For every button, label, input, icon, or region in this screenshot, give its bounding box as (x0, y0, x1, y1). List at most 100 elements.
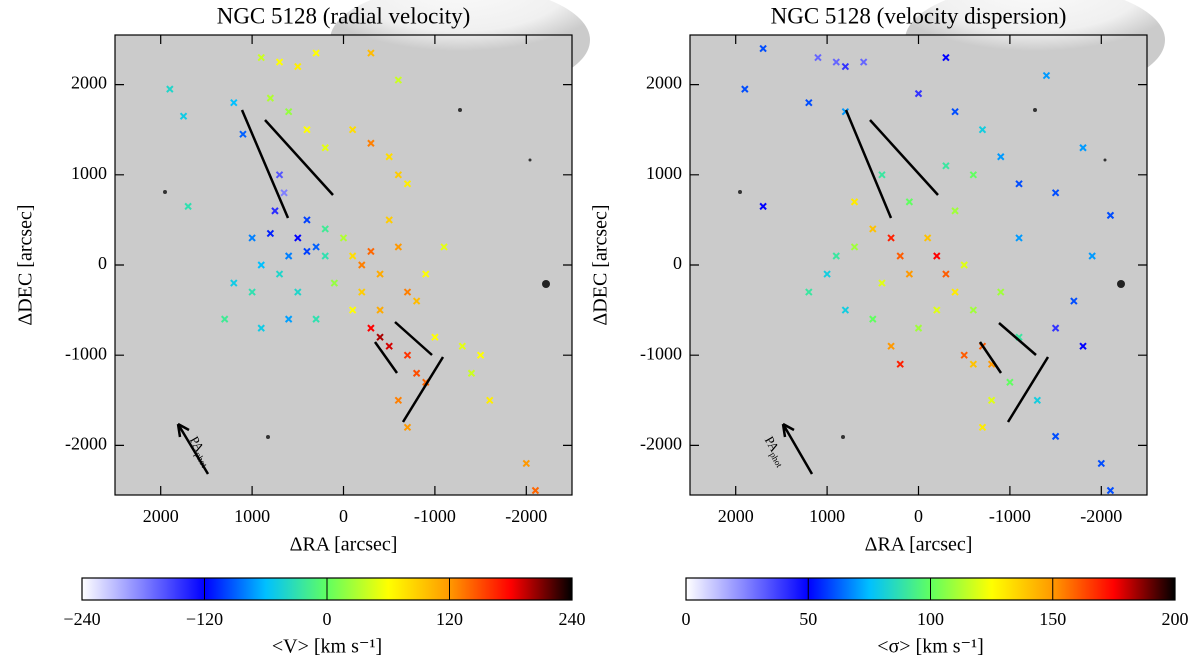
point (403, 180, 412, 188)
point-cross (476, 351, 485, 359)
point-cross (960, 261, 968, 269)
point (933, 306, 941, 314)
point-cross (358, 261, 366, 269)
point (230, 98, 238, 107)
point-cross (887, 342, 895, 350)
point-cross (179, 112, 188, 120)
point-cross (403, 288, 412, 296)
point (257, 261, 265, 269)
point-cross (394, 243, 403, 251)
point (969, 360, 978, 368)
point (284, 252, 293, 260)
point-cross (367, 139, 375, 147)
point-cross (759, 44, 767, 53)
point (394, 171, 403, 179)
colorbar-label: <V> [km s⁻¹] (272, 636, 382, 658)
point-cross (230, 279, 238, 287)
point-cross (1015, 180, 1023, 188)
point-cross (312, 49, 320, 57)
point (239, 130, 247, 138)
point-cross (933, 252, 941, 260)
point (330, 279, 339, 287)
y-tick-label: -1000 (640, 343, 682, 363)
point (339, 234, 348, 242)
point (951, 107, 959, 116)
point (431, 333, 439, 341)
point (1033, 396, 1042, 405)
point-cross (859, 58, 868, 66)
point-cross (942, 270, 950, 278)
point (184, 202, 192, 211)
point-cross (1079, 342, 1087, 350)
point (896, 252, 904, 260)
point (303, 216, 311, 224)
point (1106, 211, 1115, 220)
point (257, 53, 265, 62)
point-cross (266, 94, 275, 102)
point-cross (951, 107, 959, 116)
point-cross (969, 306, 978, 314)
point-cross (1051, 324, 1060, 332)
point (230, 279, 238, 287)
point-cross (376, 270, 384, 278)
point-cross (394, 396, 403, 405)
point (969, 171, 978, 179)
point (348, 306, 357, 314)
point-cross (321, 144, 329, 152)
point (841, 62, 850, 71)
point-cross (1097, 459, 1106, 468)
point (933, 252, 941, 260)
pa-text: PA (187, 433, 208, 454)
point-cross (1042, 71, 1051, 80)
point (1015, 180, 1023, 188)
point-cross (832, 252, 840, 260)
point-cross (823, 270, 831, 278)
point (179, 112, 188, 120)
y-tick-label: 1000 (71, 163, 107, 183)
point (951, 288, 959, 296)
point-cross (312, 243, 320, 251)
y-tick-label: -2000 (65, 434, 107, 454)
x-tick-label: 0 (339, 506, 348, 526)
point-cross (294, 62, 302, 71)
sky-left (115, 0, 590, 495)
point-cross (951, 288, 959, 296)
point (476, 351, 485, 359)
point (942, 162, 950, 170)
point (1051, 432, 1060, 441)
point (832, 58, 840, 66)
point-cross (522, 459, 531, 468)
point (275, 58, 284, 66)
point (367, 49, 375, 57)
point (294, 234, 302, 242)
point-cross (284, 252, 293, 260)
point-cross (960, 351, 968, 359)
point (1051, 324, 1060, 332)
point (759, 202, 767, 211)
point-cross (869, 315, 877, 323)
point-cross (531, 486, 540, 495)
point (403, 423, 412, 432)
point-cross (166, 85, 174, 93)
point-cross (294, 288, 302, 296)
point-cross (951, 207, 959, 215)
point-cross (275, 270, 284, 278)
x-axis-label: ΔRA [arcsec] (290, 534, 398, 556)
point-cross (303, 247, 311, 256)
point-cross (230, 98, 238, 107)
point (887, 342, 895, 350)
point (896, 360, 904, 368)
point (759, 44, 767, 53)
point (951, 207, 959, 215)
point-cross (878, 279, 886, 287)
point-cross (330, 279, 339, 287)
point-cross (403, 351, 412, 359)
point (1051, 189, 1060, 197)
point-cross (978, 423, 987, 432)
point-cross (1006, 378, 1014, 386)
point (1088, 252, 1096, 260)
point (367, 139, 375, 147)
point-cross (440, 243, 448, 251)
x-axis-label: ΔRA [arcsec] (865, 534, 973, 556)
